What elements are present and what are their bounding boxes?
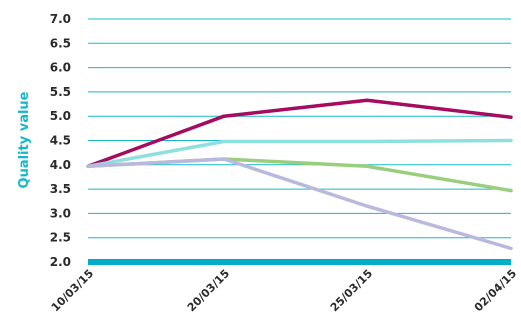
y-tick-label: 3.0 [50, 206, 71, 220]
series-line-4 [86, 157, 513, 251]
y-tick-label: 5.0 [50, 109, 71, 123]
x-tick-label: 10/03/15 [49, 267, 96, 314]
x-tick-label: 02/04/15 [472, 267, 519, 314]
gridlines [88, 18, 511, 239]
y-tick-label: 4.5 [50, 134, 71, 148]
y-tick-label: 3.5 [50, 182, 71, 196]
y-tick-label: 2.5 [50, 231, 71, 245]
y-tick-label: 5.5 [50, 85, 71, 99]
series-line-2 [86, 138, 513, 169]
y-axis-label: Quality value [17, 91, 32, 188]
y-tick-label: 2.0 [50, 255, 71, 269]
series-lines [86, 98, 513, 251]
y-axis-ticks: 2.0 2.5 3.0 3.5 4.0 4.5 5.0 5.5 6.0 6.5 7.0 [50, 12, 71, 269]
x-tick-label: 20/03/15 [185, 267, 232, 314]
y-tick-label: 6.0 [50, 61, 71, 75]
y-tick-label: 6.5 [50, 36, 71, 50]
x-tick-label: 25/03/15 [328, 267, 375, 314]
x-axis-ticks: 10/03/15 20/03/15 25/03/15 02/04/15 [49, 267, 519, 314]
y-tick-label: 4.0 [50, 158, 71, 172]
series-line-1 [86, 98, 513, 169]
y-tick-label: 7.0 [50, 12, 71, 26]
